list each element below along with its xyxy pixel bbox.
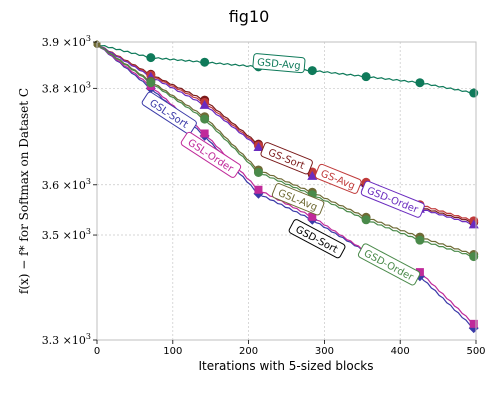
annotation-label: GSL-Order [185, 137, 235, 175]
annotation-gsl-avg: GSL-Avg [271, 183, 325, 216]
annotation-box [141, 91, 197, 135]
x-tick-label: 400 [391, 346, 410, 357]
data-point-gsd-sort [307, 170, 318, 180]
annotation-box [252, 53, 306, 74]
annotation-gs-sort: GS-Sort [260, 142, 313, 175]
x-ticks: 0 100 200 300 400 500 [94, 340, 486, 357]
annotation-box [357, 243, 421, 286]
plot-frame [96, 41, 477, 341]
data-point-gsl-order [415, 268, 424, 277]
annotation-box [360, 180, 425, 218]
data-point-gsd-order [146, 78, 156, 88]
data-point-gsd-avg [200, 57, 210, 67]
y-tick-label: 3.3 ×103 [42, 332, 91, 347]
annotation-gsd-order: GSD-Order [360, 180, 425, 218]
annotation-box [180, 131, 242, 178]
data-point-gsd-order [415, 235, 425, 245]
data-point-gsd-order [200, 114, 210, 124]
data-point-gsl-order [469, 319, 478, 328]
annotation-box [314, 163, 362, 194]
data-point-gsl-order [254, 185, 263, 194]
annotation-box [260, 142, 313, 175]
data-point-gsd-order [361, 215, 371, 225]
x-tick-label: 0 [94, 346, 100, 357]
annotation-box [271, 183, 325, 216]
data-point-gsd-avg [307, 66, 317, 76]
annotation-label: GSD-Avg [257, 57, 302, 72]
annotation-gsd-avg: GSD-Avg [252, 53, 306, 74]
y-tick-label: 3.9 ×103 [42, 34, 91, 49]
data-point-gsd-order [253, 167, 263, 177]
y-tick-label: 3.6 ×103 [42, 177, 91, 192]
data-point-gsl-order [200, 129, 209, 138]
series-line-gsl-avg [96, 43, 474, 256]
data-point-gsd-sort [253, 142, 264, 152]
annotation-gsd-order: GSD-Order [357, 243, 421, 286]
data-point-gsd-sort [199, 99, 210, 109]
annotation-gsl-sort: GSL-Sort [141, 91, 197, 135]
annotation-gsd-sort: GSD-Sort [288, 219, 346, 259]
data-point-gsd-avg [415, 78, 425, 88]
data-point-gsd-avg [361, 72, 371, 82]
data-point-gsd-avg [146, 53, 156, 63]
annotation-gsl-order: GSL-Order [180, 131, 242, 178]
data-point-gsl-order [308, 212, 317, 221]
y-tick-label: 3.5 ×103 [42, 227, 91, 242]
annotation-gs-avg: GS-Avg [314, 163, 362, 194]
x-tick-label: 300 [315, 346, 334, 357]
x-tick-label: 200 [239, 346, 258, 357]
annotation-box [288, 219, 346, 259]
x-axis-label: Iterations with 5-sized blocks [199, 359, 374, 373]
y-ticks: 3.3 ×103 3.5 ×103 3.6 ×103 3.8 ×103 3.9 ×103 [42, 34, 97, 347]
data-point-gsd-order [469, 252, 479, 262]
y-axis-label: f(x) − f* for Softmax on Dataset C [17, 88, 31, 294]
y-tick-label: 3.8 ×103 [42, 80, 91, 95]
series-line-gsd-order [96, 43, 474, 258]
chart-title: fig10 [229, 7, 270, 26]
x-tick-label: 100 [163, 346, 182, 357]
x-tick-label: 500 [466, 346, 485, 357]
data-point-gsd-avg [469, 88, 479, 98]
